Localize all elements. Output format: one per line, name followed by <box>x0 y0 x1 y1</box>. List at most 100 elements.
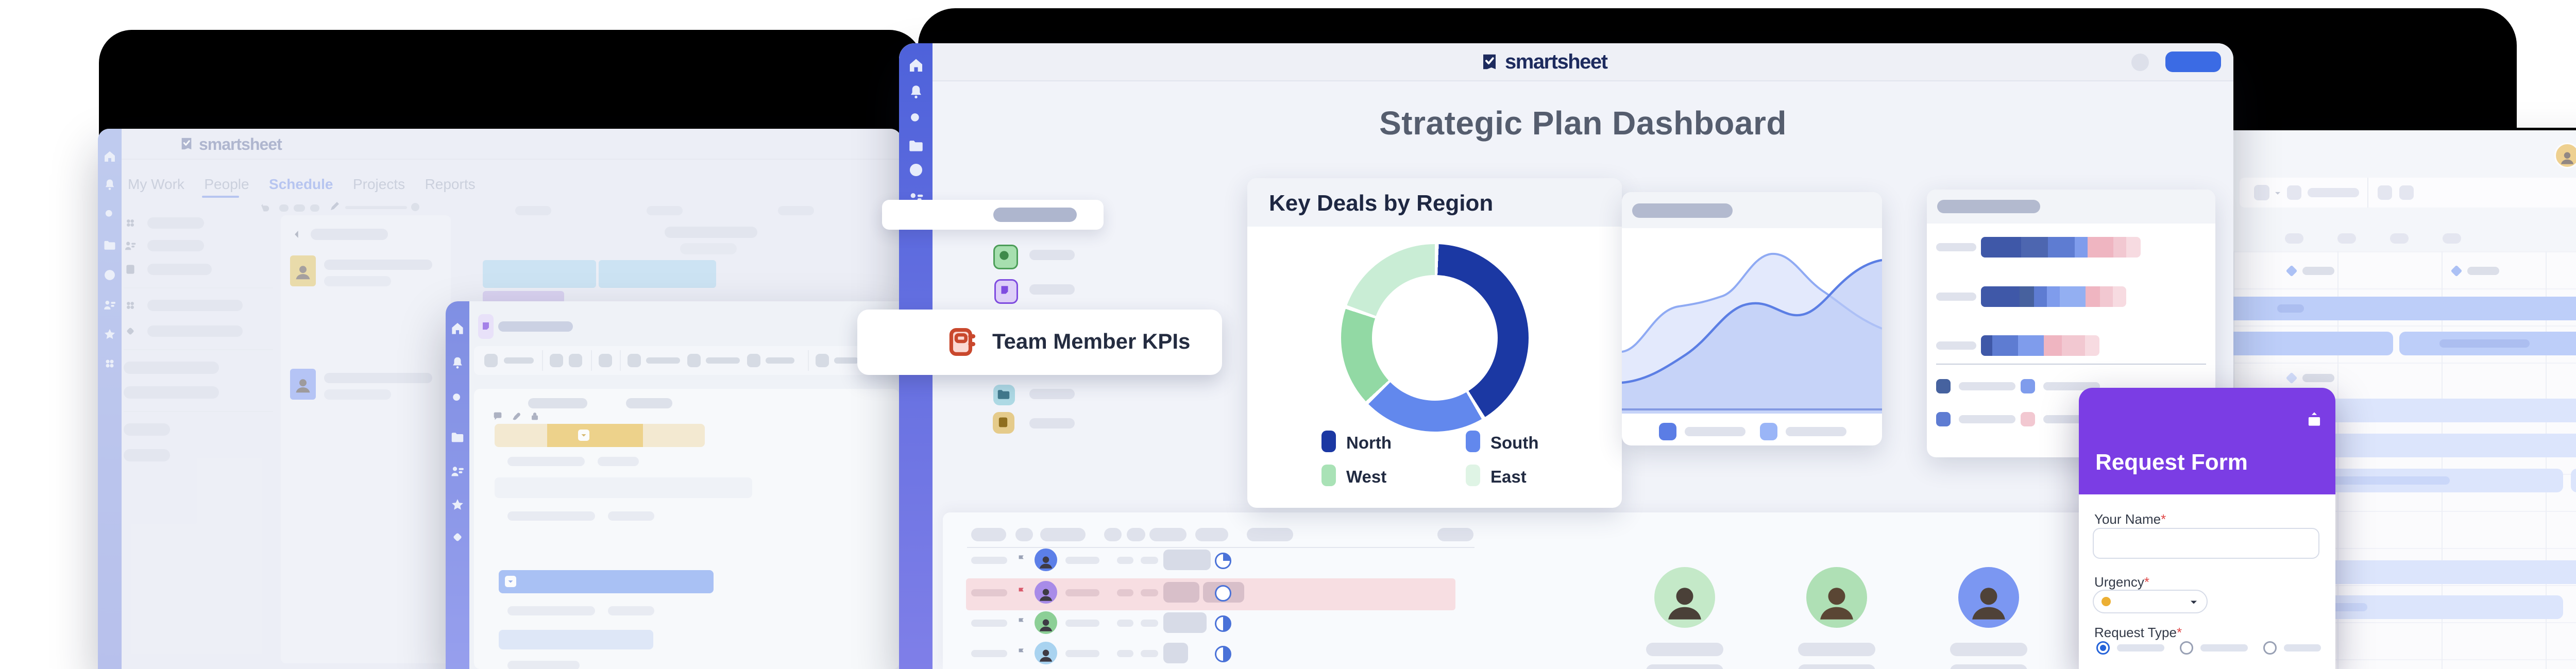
milestone-diamond[interactable] <box>2450 265 2463 277</box>
menu-item[interactable] <box>147 217 204 229</box>
home-icon[interactable] <box>907 57 925 74</box>
folder-icon[interactable] <box>907 137 925 155</box>
toolbar-btn[interactable] <box>599 354 612 367</box>
widget-icon-sticky[interactable] <box>994 279 1018 304</box>
gantt-bar[interactable] <box>2233 297 2576 320</box>
toolbar-btn[interactable] <box>2254 185 2269 200</box>
team-member-avatar[interactable] <box>1806 567 1867 628</box>
widget-icon-pie[interactable] <box>993 245 1018 269</box>
paperclip-icon[interactable] <box>511 410 522 422</box>
gantt-avatar-photo[interactable] <box>2554 143 2576 168</box>
request-type-radio-3[interactable] <box>2263 641 2277 655</box>
gantt-bar[interactable] <box>2233 332 2393 355</box>
menu-item[interactable] <box>147 240 204 251</box>
gantt-bar[interactable] <box>2399 332 2576 355</box>
clock-icon[interactable] <box>103 268 117 282</box>
milestone-diamond[interactable] <box>2285 265 2298 277</box>
toolbar-btn[interactable] <box>747 354 760 367</box>
tab-schedule[interactable]: Schedule <box>269 176 333 192</box>
close-icon[interactable] <box>2092 403 2111 422</box>
flag-icon[interactable] <box>1015 553 1028 566</box>
row-avatar[interactable] <box>1035 642 1057 664</box>
gantt-bar-blue[interactable] <box>483 260 596 288</box>
gantt-bar-yellow[interactable] <box>547 424 643 447</box>
folder-icon[interactable] <box>103 238 117 252</box>
row-avatar[interactable] <box>1035 581 1057 604</box>
tab-my-work[interactable]: My Work <box>128 176 184 192</box>
team-member-avatar[interactable] <box>1654 567 1715 628</box>
bell-icon[interactable] <box>103 178 117 192</box>
flag-icon[interactable] <box>1015 615 1028 629</box>
menu-item[interactable] <box>147 325 243 337</box>
flag-icon[interactable] <box>1015 646 1028 659</box>
your-name-input[interactable] <box>2093 528 2319 559</box>
gantt-bar-blue[interactable] <box>599 260 716 288</box>
home-icon[interactable] <box>103 149 117 164</box>
folder-icon[interactable] <box>450 430 465 445</box>
search-icon[interactable] <box>450 390 465 406</box>
sparkle-icon[interactable] <box>450 529 465 545</box>
row-avatar[interactable] <box>1035 548 1057 571</box>
urgency-select[interactable] <box>2093 590 2208 613</box>
stacked-bar[interactable] <box>1981 286 2126 307</box>
stacked-bar[interactable] <box>1981 237 2141 258</box>
header-action-button[interactable] <box>2165 52 2221 72</box>
pen-icon[interactable] <box>329 200 341 212</box>
toolbar-btn[interactable] <box>484 354 498 367</box>
toolbar-btn[interactable] <box>2287 185 2301 200</box>
toolbar-btn[interactable] <box>2399 185 2414 200</box>
star-icon[interactable] <box>103 327 117 341</box>
gantt-bar-light[interactable] <box>2571 469 2576 492</box>
people-icon[interactable] <box>103 298 117 312</box>
request-type-radio-1[interactable] <box>2096 641 2110 655</box>
search-icon[interactable] <box>907 110 925 127</box>
menu-item[interactable] <box>124 423 170 436</box>
tab-projects[interactable]: Projects <box>352 176 405 192</box>
caret-box[interactable] <box>578 430 589 441</box>
lock-icon[interactable] <box>529 410 540 422</box>
caret-box[interactable] <box>505 576 516 587</box>
star-icon[interactable] <box>450 497 465 512</box>
menu-item[interactable] <box>147 300 243 311</box>
people-icon[interactable] <box>450 464 465 479</box>
help-circle[interactable] <box>2131 54 2149 71</box>
home-icon[interactable] <box>450 321 465 336</box>
plus-icon[interactable] <box>103 387 117 402</box>
gantt-bar-pale-yellow[interactable] <box>495 424 547 447</box>
toolbar-btn[interactable] <box>569 354 582 367</box>
tab-reports[interactable]: Reports <box>425 176 476 192</box>
bell-icon[interactable] <box>450 355 465 371</box>
comment-icon[interactable] <box>492 410 503 422</box>
share-icon[interactable] <box>2304 409 2324 429</box>
menu-item[interactable] <box>124 449 170 461</box>
chevron-left-icon[interactable] <box>290 228 303 241</box>
gantt-bar-pale-yellow[interactable] <box>643 424 705 447</box>
bell-icon[interactable] <box>907 83 925 101</box>
milestone-diamond[interactable] <box>2285 372 2298 384</box>
widget-icon-folder-people[interactable] <box>993 385 1015 405</box>
widget-icon-book[interactable] <box>993 412 1014 434</box>
request-type-radio-2[interactable] <box>2180 641 2193 655</box>
person-photo[interactable] <box>290 255 316 286</box>
person-photo[interactable] <box>290 369 316 400</box>
menu-item[interactable] <box>124 362 219 374</box>
toolbar-btn[interactable] <box>2378 185 2392 200</box>
plus-icon[interactable] <box>907 262 925 279</box>
kpi-chip[interactable]: Team Member KPIs <box>857 310 1222 375</box>
toolbar-btn[interactable] <box>816 354 829 367</box>
search-icon[interactable] <box>103 207 117 221</box>
flag-icon[interactable] <box>1015 585 1028 598</box>
gantt-bar-bright-blue[interactable] <box>499 570 714 593</box>
gantt-bar-light-blue[interactable] <box>499 630 653 649</box>
floating-tab-card[interactable] <box>882 200 1104 230</box>
team-member-avatar[interactable] <box>1958 567 2019 628</box>
plus-icon[interactable] <box>450 606 465 621</box>
menu-item[interactable] <box>124 386 219 399</box>
row-avatar[interactable] <box>1035 611 1057 634</box>
chevron-down-icon[interactable] <box>2273 188 2283 198</box>
toolbar-btn[interactable] <box>687 354 701 367</box>
menu-item[interactable] <box>147 264 212 275</box>
toolbar-btn[interactable] <box>550 354 563 367</box>
apps-icon[interactable] <box>103 356 117 371</box>
stacked-bar[interactable] <box>1981 335 2099 356</box>
